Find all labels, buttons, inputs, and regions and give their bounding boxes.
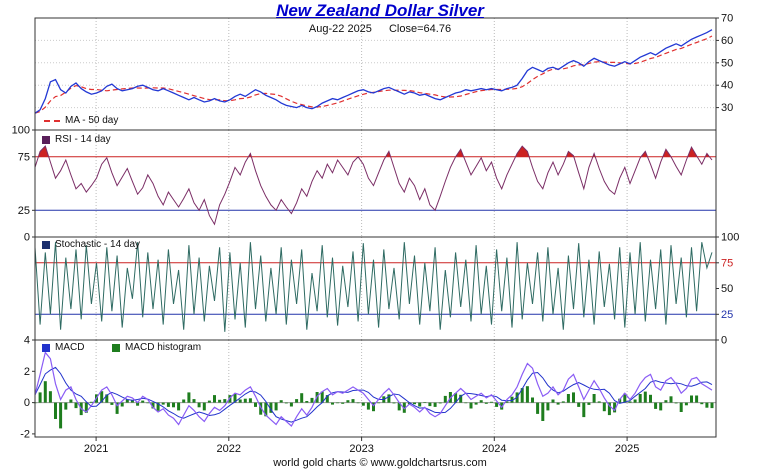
price-line <box>34 29 713 114</box>
y-axis-macd: 4 2 0 -2 <box>20 335 35 440</box>
y-tick-label: 50 <box>721 57 733 69</box>
legend-stochastic: Stochastic - 14 day <box>42 239 140 250</box>
ma-legend-label: MA - 50 day <box>65 115 119 126</box>
legend-macd: MACD <box>42 342 84 353</box>
footer-credit: world gold charts © www.goldchartsrus.co… <box>273 457 487 469</box>
y-tick-label: 25 <box>721 309 733 321</box>
y-tick-label: 60 <box>721 35 733 47</box>
x-tick-label: 2022 <box>217 443 241 455</box>
y-tick-label: 50 <box>721 283 733 295</box>
legend-rsi: RSI - 14 day <box>42 134 111 145</box>
y-tick-label: 0 <box>24 397 30 409</box>
chart-close-value: Close=64.76 <box>388 23 452 35</box>
chart-subtitle: Aug-22 2025 Close=64.76 <box>0 23 760 35</box>
macd-panel-border <box>34 339 717 438</box>
chart-date: Aug-22 2025 <box>308 23 372 35</box>
ma-line-marker <box>44 119 60 122</box>
x-tick-label: 2024 <box>482 443 506 455</box>
y-tick-label: 40 <box>721 80 733 92</box>
legend-ma: MA - 50 day <box>44 115 118 126</box>
x-tick-label: 2025 <box>615 443 639 455</box>
stochastic-legend-label: Stochastic - 14 day <box>55 239 141 250</box>
x-tick-label: 2023 <box>349 443 373 455</box>
stochastic-line <box>34 242 713 332</box>
y-tick-label: 25 <box>18 205 30 217</box>
rsi-marker <box>42 135 50 144</box>
y-tick-label: 75 <box>721 257 733 269</box>
rsi-line <box>34 145 713 226</box>
y-tick-label: -2 <box>20 428 30 440</box>
y-tick-label: 2 <box>24 366 30 378</box>
legend-macd-histogram: MACD histogram <box>112 342 201 353</box>
macd-line <box>34 351 713 427</box>
y-tick-label: 0 <box>721 335 727 347</box>
x-axis-years: 2021 2022 2023 2024 2025 <box>84 437 639 455</box>
y-tick-label: 0 <box>24 232 30 244</box>
macd-legend-label: MACD <box>55 342 85 353</box>
rsi-legend-label: RSI - 14 day <box>55 134 111 145</box>
grid <box>35 18 716 437</box>
y-axis-price: 70 60 50 40 30 <box>716 13 733 114</box>
y-tick-label: 100 <box>12 125 30 137</box>
y-axis-rsi: 100 75 25 0 <box>12 125 35 244</box>
y-axis-stoch: 100 75 50 25 0 <box>716 232 739 347</box>
macd-histogram-marker <box>112 343 120 352</box>
chart-title: New Zealand Dollar Silver <box>276 1 484 20</box>
y-tick-label: 100 <box>721 232 739 244</box>
y-tick-label: 70 <box>721 13 733 25</box>
macd-histogram-legend-label: MACD histogram <box>125 342 202 353</box>
y-tick-label: 75 <box>18 151 30 163</box>
x-tick-label: 2021 <box>84 443 108 455</box>
macd-marker <box>42 343 50 352</box>
stochastic-marker <box>42 240 50 249</box>
y-tick-label: 30 <box>721 102 733 114</box>
y-tick-label: 4 <box>24 335 30 347</box>
